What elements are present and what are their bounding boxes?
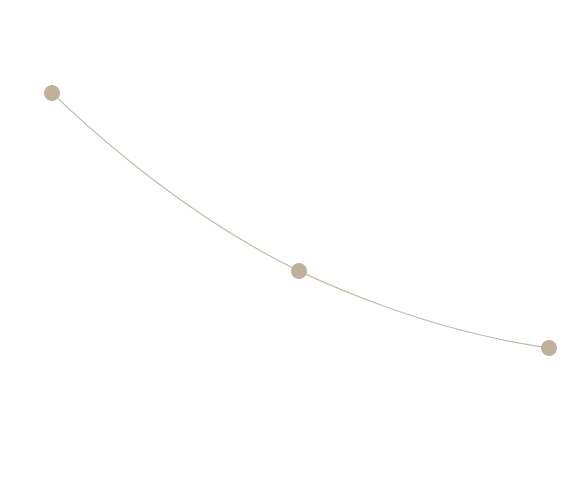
curve-node[interactable] [541, 340, 557, 356]
curve-node[interactable] [44, 85, 60, 101]
curve-line [51, 92, 550, 349]
curve-node[interactable] [291, 263, 307, 279]
